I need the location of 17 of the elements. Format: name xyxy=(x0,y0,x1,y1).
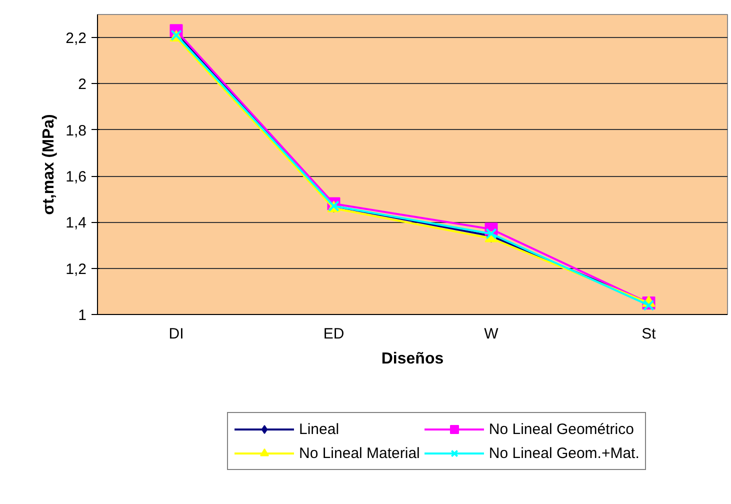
y-tick-label: 1,6 xyxy=(66,168,87,186)
x-tick-label: ED xyxy=(323,326,344,342)
legend-label: Lineal xyxy=(299,420,340,438)
x-tick-label: DI xyxy=(168,326,184,342)
x-tick-label: St xyxy=(642,326,657,342)
x-tick-label: W xyxy=(484,326,500,342)
legend-label: No Lineal Material xyxy=(299,444,420,462)
legend-label: No Lineal Geométrico xyxy=(488,420,634,438)
y-tick-label: 1,2 xyxy=(66,260,87,278)
legend-label: No Lineal Geom.+Mat. xyxy=(488,444,640,462)
x-axis-title: Diseños xyxy=(381,350,444,368)
y-axis-title: σt,max (MPa) xyxy=(40,114,58,215)
y-tick-label: 2 xyxy=(78,76,86,94)
y-tick-label: 1 xyxy=(78,307,86,324)
y-tick-label: 1,8 xyxy=(66,122,87,140)
y-tick-label: 2,2 xyxy=(66,30,87,48)
y-tick-label: 1,4 xyxy=(66,214,87,232)
